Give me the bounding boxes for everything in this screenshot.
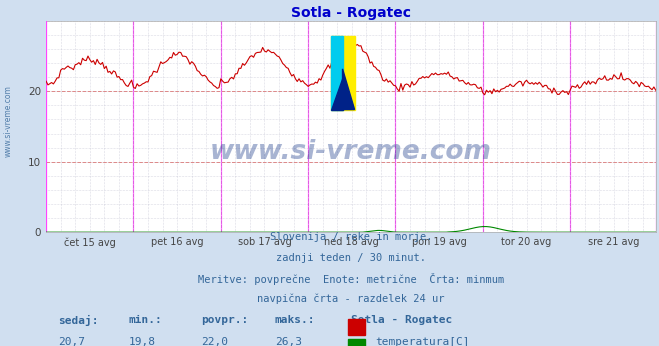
Text: temperatura[C]: temperatura[C] (376, 337, 470, 346)
Text: Slovenija / reke in morje.: Slovenija / reke in morje. (270, 232, 432, 242)
Text: 19,8: 19,8 (129, 337, 156, 346)
Text: 22,0: 22,0 (202, 337, 229, 346)
Text: 26,3: 26,3 (275, 337, 302, 346)
Text: maks.:: maks.: (275, 315, 315, 325)
Text: zadnji teden / 30 minut.: zadnji teden / 30 minut. (276, 253, 426, 263)
Text: www.si-vreme.com: www.si-vreme.com (4, 85, 13, 157)
Text: navpična črta - razdelek 24 ur: navpična črta - razdelek 24 ur (257, 294, 445, 304)
Text: Sotla - Rogatec: Sotla - Rogatec (351, 315, 452, 325)
Text: min.:: min.: (129, 315, 162, 325)
Text: Meritve: povprečne  Enote: metrične  Črta: minmum: Meritve: povprečne Enote: metrične Črta:… (198, 273, 504, 285)
Text: www.si-vreme.com: www.si-vreme.com (210, 139, 492, 165)
Bar (348, 339, 365, 346)
Bar (331, 36, 355, 110)
Text: sedaj:: sedaj: (59, 315, 99, 326)
Title: Sotla - Rogatec: Sotla - Rogatec (291, 6, 411, 20)
Polygon shape (331, 76, 343, 110)
Polygon shape (343, 69, 355, 110)
Text: 20,7: 20,7 (59, 337, 85, 346)
Bar (348, 319, 365, 335)
Text: povpr.:: povpr.: (202, 315, 249, 325)
Bar (331, 36, 343, 110)
